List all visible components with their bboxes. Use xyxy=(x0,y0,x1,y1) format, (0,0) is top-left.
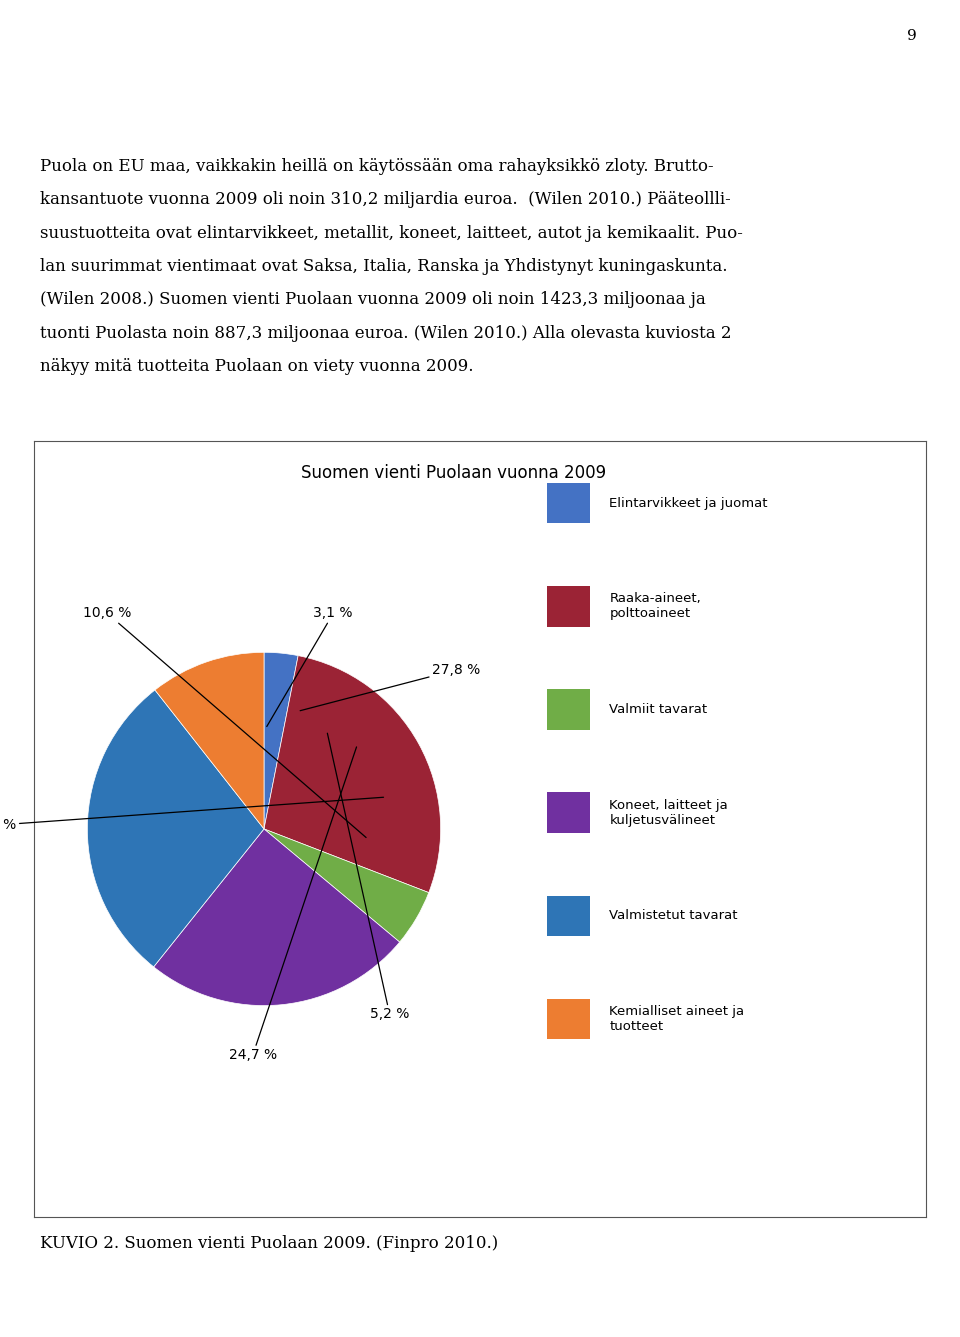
Text: Puola on EU maa, vaikkakin heillä on käytössään oma rahayksikkö zloty. Brutto-: Puola on EU maa, vaikkakin heillä on käy… xyxy=(40,158,714,175)
Text: (Wilen 2008.) Suomen vienti Puolaan vuonna 2009 oli noin 1423,3 miljoonaa ja: (Wilen 2008.) Suomen vienti Puolaan vuon… xyxy=(40,291,706,309)
Bar xyxy=(547,793,589,833)
Text: 10,6 %: 10,6 % xyxy=(84,607,366,837)
Text: Elintarvikkeet ja juomat: Elintarvikkeet ja juomat xyxy=(610,497,768,509)
Text: 5,2 %: 5,2 % xyxy=(327,733,409,1021)
Bar xyxy=(547,999,589,1039)
Text: Valmistetut tavarat: Valmistetut tavarat xyxy=(610,909,738,923)
Wedge shape xyxy=(264,652,299,829)
Text: 24,7 %: 24,7 % xyxy=(228,747,356,1062)
Text: näkyy mitä tuotteita Puolaan on viety vuonna 2009.: näkyy mitä tuotteita Puolaan on viety vu… xyxy=(40,358,474,376)
Wedge shape xyxy=(264,655,441,893)
Text: Kemialliset aineet ja
tuotteet: Kemialliset aineet ja tuotteet xyxy=(610,1005,745,1034)
Text: 27,8 %: 27,8 % xyxy=(300,663,480,711)
Wedge shape xyxy=(155,652,264,829)
Bar xyxy=(547,690,589,730)
Bar xyxy=(547,896,589,936)
Wedge shape xyxy=(154,829,399,1005)
Text: kansantuote vuonna 2009 oli noin 310,2 miljardia euroa.  (Wilen 2010.) Pääteolll: kansantuote vuonna 2009 oli noin 310,2 m… xyxy=(40,191,732,209)
Bar xyxy=(547,483,589,523)
Text: KUVIO 2. Suomen vienti Puolaan 2009. (Finpro 2010.): KUVIO 2. Suomen vienti Puolaan 2009. (Fi… xyxy=(40,1235,498,1253)
Text: 3,1 %: 3,1 % xyxy=(267,607,353,726)
Text: lan suurimmat vientimaat ovat Saksa, Italia, Ranska ja Yhdistynyt kuningaskunta.: lan suurimmat vientimaat ovat Saksa, Ita… xyxy=(40,258,728,275)
Text: 9: 9 xyxy=(907,29,917,43)
Wedge shape xyxy=(87,690,264,967)
Text: Koneet, laitteet ja
kuljetusvälineet: Koneet, laitteet ja kuljetusvälineet xyxy=(610,798,729,826)
Text: Raaka-aineet,
polttoaineet: Raaka-aineet, polttoaineet xyxy=(610,592,701,620)
Bar xyxy=(547,586,589,627)
Text: 28,7 %: 28,7 % xyxy=(0,797,383,833)
Text: Valmiit tavarat: Valmiit tavarat xyxy=(610,703,708,717)
Wedge shape xyxy=(264,829,429,943)
Text: suustuotteita ovat elintarvikkeet, metallit, koneet, laitteet, autot ja kemikaal: suustuotteita ovat elintarvikkeet, metal… xyxy=(40,225,743,242)
Text: tuonti Puolasta noin 887,3 miljoonaa euroa. (Wilen 2010.) Alla olevasta kuviosta: tuonti Puolasta noin 887,3 miljoonaa eur… xyxy=(40,325,732,342)
Text: Suomen vienti Puolaan vuonna 2009: Suomen vienti Puolaan vuonna 2009 xyxy=(301,464,607,483)
